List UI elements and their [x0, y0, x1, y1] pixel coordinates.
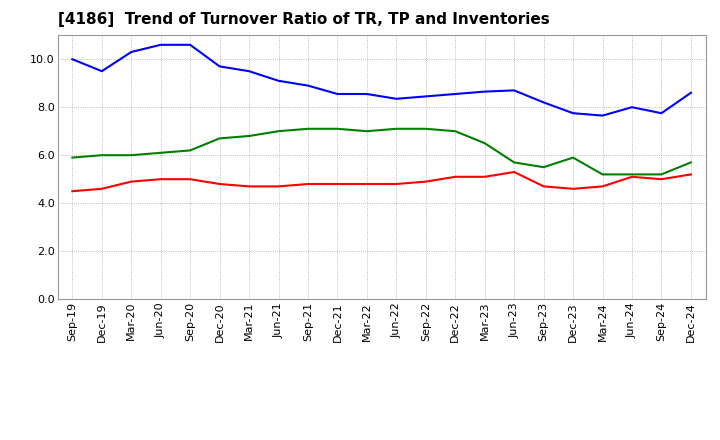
Trade Receivables — [657, 176, 666, 182]
Inventories — [628, 172, 636, 177]
Trade Receivables — [628, 174, 636, 180]
Trade Receivables — [392, 181, 400, 187]
Trade Payables — [186, 42, 194, 48]
Trade Receivables — [539, 184, 548, 189]
Trade Receivables — [687, 172, 696, 177]
Trade Payables — [598, 113, 607, 118]
Trade Receivables — [274, 184, 283, 189]
Trade Payables — [304, 83, 312, 88]
Inventories — [156, 150, 165, 155]
Trade Payables — [480, 89, 489, 94]
Trade Receivables — [127, 179, 135, 184]
Line: Trade Receivables: Trade Receivables — [72, 172, 691, 191]
Inventories — [186, 148, 194, 153]
Trade Receivables — [598, 184, 607, 189]
Inventories — [245, 133, 253, 139]
Inventories — [657, 172, 666, 177]
Trade Receivables — [480, 174, 489, 180]
Trade Receivables — [451, 174, 459, 180]
Trade Receivables — [569, 186, 577, 191]
Trade Payables — [510, 88, 518, 93]
Inventories — [539, 165, 548, 170]
Inventories — [215, 136, 224, 141]
Inventories — [392, 126, 400, 132]
Trade Payables — [274, 78, 283, 84]
Trade Receivables — [97, 186, 106, 191]
Trade Receivables — [156, 176, 165, 182]
Line: Inventories: Inventories — [72, 129, 691, 174]
Trade Payables — [68, 57, 76, 62]
Trade Payables — [97, 69, 106, 74]
Trade Payables — [245, 69, 253, 74]
Trade Receivables — [363, 181, 372, 187]
Text: [4186]  Trend of Turnover Ratio of TR, TP and Inventories: [4186] Trend of Turnover Ratio of TR, TP… — [58, 12, 549, 27]
Trade Receivables — [333, 181, 342, 187]
Inventories — [569, 155, 577, 160]
Trade Receivables — [304, 181, 312, 187]
Inventories — [451, 128, 459, 134]
Trade Receivables — [186, 176, 194, 182]
Trade Payables — [569, 110, 577, 116]
Inventories — [333, 126, 342, 132]
Trade Payables — [215, 64, 224, 69]
Inventories — [127, 153, 135, 158]
Trade Receivables — [510, 169, 518, 175]
Inventories — [68, 155, 76, 160]
Inventories — [510, 160, 518, 165]
Trade Payables — [628, 105, 636, 110]
Trade Payables — [421, 94, 430, 99]
Trade Payables — [539, 100, 548, 105]
Inventories — [687, 160, 696, 165]
Trade Receivables — [68, 189, 76, 194]
Inventories — [363, 128, 372, 134]
Trade Receivables — [215, 181, 224, 187]
Trade Payables — [156, 42, 165, 48]
Inventories — [598, 172, 607, 177]
Inventories — [97, 153, 106, 158]
Inventories — [421, 126, 430, 132]
Inventories — [480, 140, 489, 146]
Trade Payables — [127, 49, 135, 55]
Line: Trade Payables: Trade Payables — [72, 45, 691, 116]
Inventories — [304, 126, 312, 132]
Trade Payables — [333, 92, 342, 97]
Trade Receivables — [245, 184, 253, 189]
Trade Receivables — [421, 179, 430, 184]
Inventories — [274, 128, 283, 134]
Trade Payables — [657, 110, 666, 116]
Trade Payables — [451, 92, 459, 97]
Trade Payables — [392, 96, 400, 102]
Trade Payables — [363, 92, 372, 97]
Trade Payables — [687, 90, 696, 95]
